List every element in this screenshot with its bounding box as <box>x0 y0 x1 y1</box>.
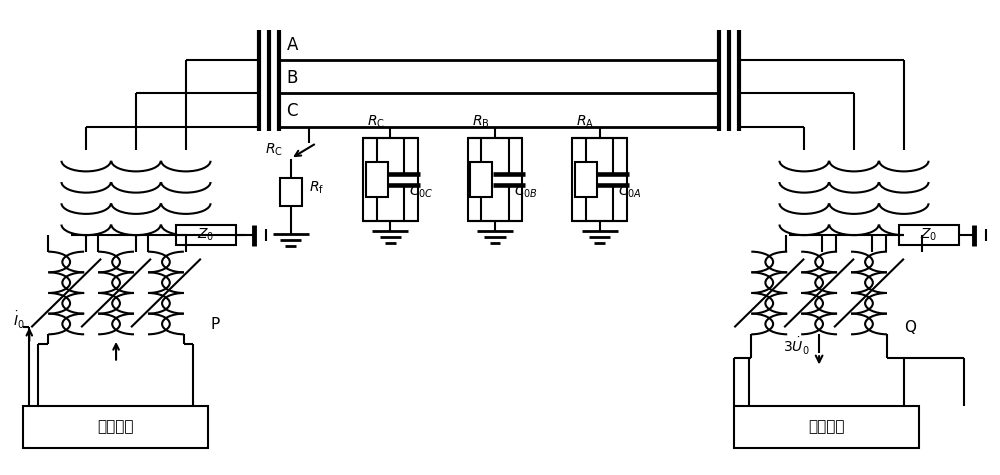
Text: $R_\mathrm{C}$: $R_\mathrm{C}$ <box>265 142 283 158</box>
Text: C: C <box>287 103 298 120</box>
Text: 注入装置: 注入装置 <box>97 419 134 434</box>
Bar <box>470 162 492 197</box>
Bar <box>899 225 959 245</box>
Text: A: A <box>287 36 298 54</box>
Text: B: B <box>287 69 298 87</box>
Bar <box>176 225 236 245</box>
Bar <box>572 138 627 221</box>
Bar <box>468 138 522 221</box>
Text: $R_\mathrm{f}$: $R_\mathrm{f}$ <box>309 179 324 196</box>
Text: $R_\mathrm{C}$: $R_\mathrm{C}$ <box>367 114 385 130</box>
Text: $C_{0B}$: $C_{0B}$ <box>514 184 538 200</box>
Bar <box>363 138 418 221</box>
Text: $R_\mathrm{A}$: $R_\mathrm{A}$ <box>576 114 594 130</box>
Bar <box>366 162 388 197</box>
Text: $\dot{I}_0$: $\dot{I}_0$ <box>13 310 24 331</box>
Bar <box>280 178 302 206</box>
Text: $3\dot{U}_0$: $3\dot{U}_0$ <box>783 335 809 357</box>
Text: $C_{0C}$: $C_{0C}$ <box>409 184 434 200</box>
Text: 测量装置: 测量装置 <box>808 419 845 434</box>
Text: $Z_0$: $Z_0$ <box>197 227 214 243</box>
Text: $C_{0A}$: $C_{0A}$ <box>618 184 642 200</box>
Text: Q: Q <box>904 320 916 335</box>
Bar <box>734 406 919 447</box>
Bar <box>23 406 208 447</box>
Text: P: P <box>211 317 220 332</box>
Text: $Z_0$: $Z_0$ <box>920 227 937 243</box>
Bar <box>575 162 597 197</box>
Text: $R_\mathrm{B}$: $R_\mathrm{B}$ <box>472 114 490 130</box>
